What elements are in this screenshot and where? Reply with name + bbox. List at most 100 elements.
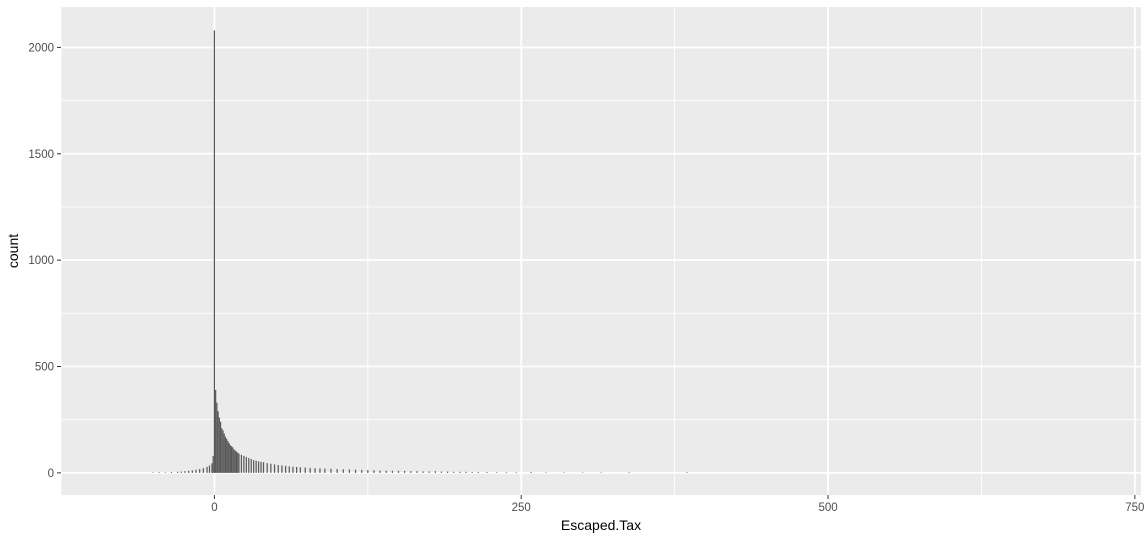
histogram-bar <box>243 455 245 473</box>
histogram-bar <box>404 470 406 473</box>
histogram-bar <box>379 470 381 473</box>
x-tick-label: 250 <box>512 502 531 514</box>
histogram-bar <box>354 469 357 473</box>
histogram-bar <box>348 469 351 473</box>
histogram-bar <box>434 471 436 473</box>
histogram-bar <box>563 472 565 473</box>
histogram-bar <box>229 445 231 473</box>
x-axis-title: Escaped.Tax <box>561 517 641 533</box>
histogram-bar <box>226 438 228 473</box>
histogram-bar <box>232 447 234 473</box>
histogram-bar <box>515 472 517 473</box>
histogram-bar <box>237 452 239 473</box>
plot-panel <box>61 7 1141 495</box>
histogram-bar <box>545 472 547 473</box>
x-tick-label: 750 <box>1125 502 1144 514</box>
histogram-bar <box>477 472 479 473</box>
histogram-bar <box>212 455 214 473</box>
histogram-bar <box>233 449 235 473</box>
histogram-bar <box>446 471 449 473</box>
histogram-bar <box>330 468 332 473</box>
histogram-bar <box>336 469 338 473</box>
histogram-bar <box>385 470 387 473</box>
histogram-bar <box>188 470 190 473</box>
histogram-bar <box>496 472 498 473</box>
histogram-bar <box>235 451 238 473</box>
histogram-bar <box>465 471 467 473</box>
histogram-bar <box>314 468 316 473</box>
histogram-bar <box>216 402 218 473</box>
histogram-bar <box>397 470 400 473</box>
histogram-bar <box>238 453 240 473</box>
histogram-bar <box>253 460 255 473</box>
histogram-bar <box>270 463 272 473</box>
histogram-bar <box>367 470 369 473</box>
histogram-bar <box>199 469 201 473</box>
histogram-bar <box>628 472 630 473</box>
histogram-bar <box>221 428 223 473</box>
histogram-bar <box>152 472 154 473</box>
histogram-bar <box>206 466 208 473</box>
histogram-bar <box>250 459 252 473</box>
histogram-bar <box>304 467 306 473</box>
histogram-bar <box>459 471 461 473</box>
histogram-bar <box>309 467 311 473</box>
histogram-bar <box>273 464 276 473</box>
histogram-bar <box>299 467 301 473</box>
histogram-bars <box>152 30 688 473</box>
histogram-bar <box>428 471 430 473</box>
histogram-bar <box>288 466 290 473</box>
histogram-bar <box>471 472 473 473</box>
y-axis-ticks: 0 500 1000 1500 2000 <box>28 42 61 480</box>
histogram-bar <box>176 471 179 473</box>
histogram-bar <box>410 471 412 473</box>
histogram-bar <box>391 470 393 473</box>
y-tick-label: 0 <box>48 468 54 480</box>
histogram-bar <box>281 465 283 473</box>
histogram-bar <box>180 471 182 473</box>
histogram-bar <box>324 468 326 473</box>
histogram-bar <box>373 470 375 473</box>
histogram-bar <box>222 430 224 473</box>
histogram-bar <box>422 471 424 473</box>
histogram-bar <box>213 30 216 473</box>
histogram-bar <box>262 462 265 473</box>
histogram-bar <box>211 463 213 473</box>
histogram-bar <box>202 468 204 473</box>
histogram-bar <box>581 472 584 473</box>
minor-gridlines <box>60 7 1141 495</box>
y-tick-label: 1500 <box>28 149 54 161</box>
x-tick-label: 500 <box>818 502 837 514</box>
histogram-bar <box>440 471 443 473</box>
histogram-bar <box>191 470 193 473</box>
x-tick-label: 0 <box>211 502 217 514</box>
histogram-bar <box>234 450 236 473</box>
histogram-bar <box>342 469 344 473</box>
histogram-bar <box>248 457 250 473</box>
y-tick-label: 1000 <box>28 255 54 267</box>
histogram-bar <box>257 461 260 473</box>
histogram-bar <box>486 472 488 473</box>
histogram-bar <box>255 460 257 473</box>
histogram-bar <box>600 472 602 473</box>
histogram-bar <box>505 472 508 473</box>
histogram-bar <box>277 465 279 473</box>
histogram-bar <box>230 446 233 473</box>
histogram-bar <box>284 465 287 473</box>
y-axis-title: count <box>5 234 21 268</box>
histogram-bar <box>219 421 222 473</box>
histogram-bar <box>530 472 532 473</box>
histogram-bar <box>227 440 229 473</box>
histogram-bar <box>158 472 160 473</box>
histogram-bar <box>245 456 247 473</box>
histogram-bar <box>170 472 173 473</box>
histogram-bar <box>184 471 186 473</box>
histogram-bar <box>319 468 321 473</box>
histogram-bar <box>416 471 418 473</box>
y-tick-label: 500 <box>35 362 54 374</box>
histogram-bar <box>296 466 298 473</box>
x-axis-ticks: 0 250 500 750 <box>211 495 1144 514</box>
histogram-bar <box>361 469 363 473</box>
histogram-bar <box>266 463 268 473</box>
